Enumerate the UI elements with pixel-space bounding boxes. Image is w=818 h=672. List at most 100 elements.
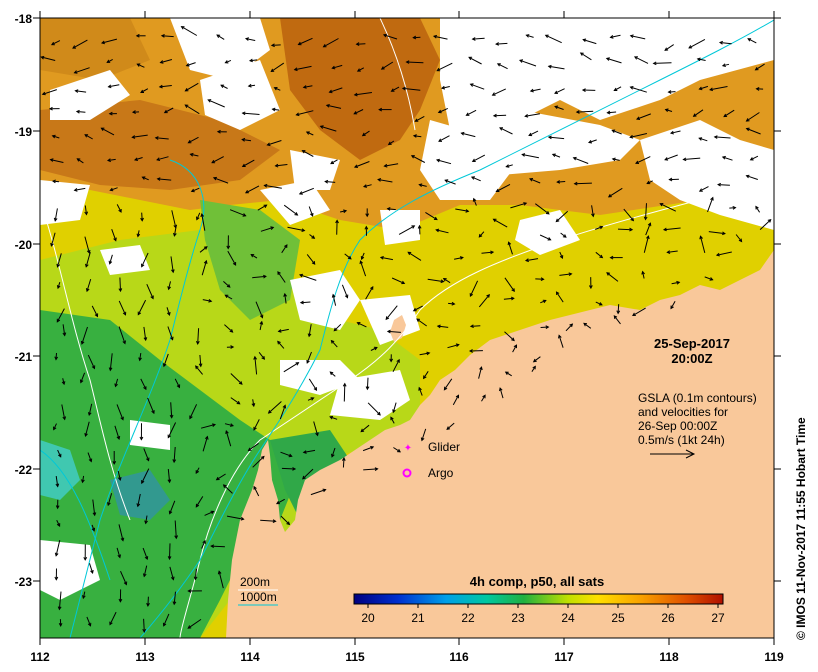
velocity-arrow [481, 250, 495, 255]
velocity-arrow [57, 449, 62, 458]
velocity-arrow [363, 467, 379, 472]
velocity-arrow [277, 328, 289, 333]
velocity-arrow [495, 42, 508, 46]
velocity-arrow [135, 33, 146, 38]
velocity-arrow [591, 205, 595, 218]
velocity-arrow [259, 320, 264, 331]
velocity-arrow [499, 387, 504, 399]
velocity-arrow [420, 428, 427, 442]
velocity-arrow [174, 378, 181, 389]
velocity-arrow [154, 136, 169, 140]
velocity-arrow [252, 274, 267, 279]
velocity-arrow [226, 235, 231, 250]
argo-marker-icon [402, 468, 412, 478]
velocity-arrow [202, 435, 209, 452]
velocity-arrow [392, 358, 400, 373]
velocity-arrow [495, 183, 511, 192]
velocity-arrow [427, 278, 445, 284]
velocity-arrow [452, 394, 459, 406]
velocity-arrow [547, 64, 565, 70]
velocity-arrow [201, 259, 208, 276]
velocity-arrow [112, 451, 117, 465]
velocity-arrow [136, 63, 145, 68]
velocity-arrow [478, 293, 490, 308]
velocity-arrow [491, 88, 507, 96]
velocity-arrow [298, 187, 314, 195]
velocity-arrow [435, 158, 452, 165]
velocity-arrow [496, 63, 508, 70]
velocity-arrow [184, 104, 200, 115]
velocity-arrow [392, 402, 397, 414]
velocity-arrow [606, 272, 619, 282]
velocity-arrow [210, 544, 225, 549]
velocity-arrow [62, 324, 67, 337]
map-plot [40, 18, 774, 638]
velocity-arrow [330, 159, 338, 165]
velocity-arrow [554, 88, 565, 94]
velocity-arrow [322, 38, 339, 48]
velocity-arrow [414, 115, 425, 122]
velocity-arrow [442, 277, 451, 284]
velocity-arrow [229, 209, 247, 217]
velocity-arrow [111, 229, 117, 242]
velocity-arrow [283, 362, 300, 373]
velocity-arrow [199, 246, 208, 253]
velocity-arrow [108, 254, 113, 265]
velocity-arrow [169, 566, 175, 581]
velocity-arrow [365, 285, 374, 300]
velocity-arrow [220, 84, 228, 89]
velocity-arrow [250, 253, 258, 259]
velocity-arrow [385, 305, 398, 321]
velocity-arrow [560, 232, 567, 238]
velocity-arrow [528, 130, 539, 137]
colorbar-tick-label: 23 [511, 611, 525, 625]
velocity-arrow [302, 449, 316, 454]
velocity-arrow [524, 258, 539, 263]
velocity-arrow [212, 176, 229, 184]
velocity-arrow [204, 510, 215, 516]
velocity-arrow [391, 277, 406, 285]
velocity-arrow [141, 468, 150, 485]
velocity-arrow [172, 446, 177, 464]
velocity-arrow [195, 365, 203, 375]
velocity-arrow [241, 137, 252, 142]
platform-legend: ✦ Glider Argo [402, 440, 460, 480]
velocity-arrow [559, 272, 573, 277]
lat-tick: -22 [15, 463, 33, 477]
velocity-arrow [81, 475, 85, 484]
velocity-arrow [184, 82, 199, 92]
velocity-arrow [668, 177, 679, 182]
velocity-arrow [503, 296, 515, 301]
axis-ticks [33, 11, 781, 645]
velocity-arrow [83, 544, 88, 561]
velocity-arrow [670, 301, 676, 310]
velocity-arrow [641, 270, 645, 279]
velocity-arrow [436, 62, 453, 72]
velocity-arrow [257, 204, 268, 211]
velocity-arrow [53, 208, 58, 222]
velocity-arrow [544, 34, 562, 44]
velocity-arrow [230, 373, 243, 385]
velocity-arrow [225, 429, 232, 447]
velocity-arrow [715, 251, 732, 257]
lon-tick: 114 [240, 650, 260, 664]
velocity-arrow [367, 402, 381, 416]
velocity-arrow [266, 140, 282, 147]
velocity-arrow [40, 55, 56, 61]
depth-200-label: 200m [240, 575, 270, 589]
velocity-arrow [361, 130, 370, 137]
velocity-arrow [469, 83, 485, 90]
velocity-arrow [379, 256, 393, 261]
velocity-arrow [718, 40, 732, 45]
map-frame [39, 17, 775, 639]
velocity-arrow [146, 596, 150, 607]
velocity-arrow [295, 110, 314, 117]
velocity-arrow [283, 292, 288, 304]
velocity-arrow [299, 273, 317, 281]
velocity-arrow [629, 86, 647, 93]
velocity-arrow [662, 227, 681, 232]
glider-label: Glider [428, 440, 460, 454]
velocity-arrow [114, 425, 121, 440]
velocity-arrow [277, 271, 286, 283]
